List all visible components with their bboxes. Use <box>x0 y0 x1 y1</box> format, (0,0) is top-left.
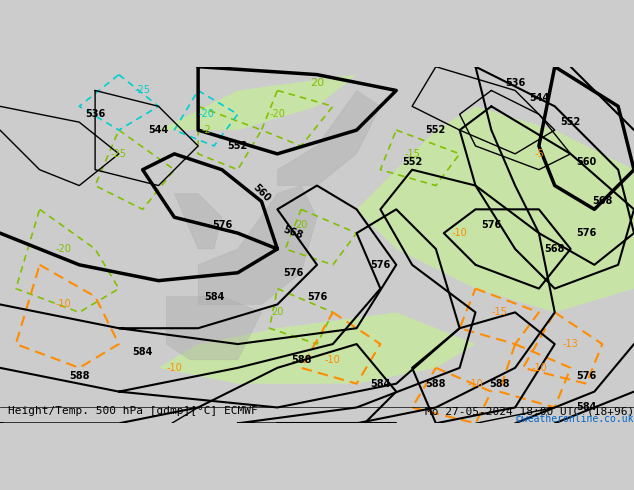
Text: 576: 576 <box>576 228 597 238</box>
Text: 20: 20 <box>271 307 283 318</box>
Text: ©weatheronline.co.uk: ©weatheronline.co.uk <box>517 415 634 424</box>
Text: Mo 27-05-2024 18:00 UTC (18+96): Mo 27-05-2024 18:00 UTC (18+96) <box>425 406 634 416</box>
Text: -13: -13 <box>563 339 578 349</box>
Polygon shape <box>356 106 634 312</box>
Polygon shape <box>158 312 476 384</box>
Text: -20: -20 <box>269 109 285 119</box>
Text: 588: 588 <box>489 379 510 389</box>
Text: 576: 576 <box>481 220 501 230</box>
Text: 568: 568 <box>592 196 612 206</box>
Text: -25: -25 <box>111 149 127 159</box>
Text: 552: 552 <box>402 157 422 167</box>
Text: 584: 584 <box>576 402 597 413</box>
Text: 560: 560 <box>576 157 597 167</box>
Text: 576: 576 <box>370 260 391 270</box>
Text: -25: -25 <box>134 85 151 96</box>
Polygon shape <box>174 194 222 249</box>
Text: 552: 552 <box>426 125 446 135</box>
Text: 588: 588 <box>291 355 311 365</box>
Text: -10: -10 <box>325 355 340 365</box>
Text: -10: -10 <box>452 228 467 238</box>
Text: 576: 576 <box>307 292 327 301</box>
Text: 584: 584 <box>370 379 391 389</box>
Polygon shape <box>166 296 261 360</box>
Text: 588: 588 <box>69 371 89 381</box>
Text: 576: 576 <box>576 371 597 381</box>
Text: -2: -2 <box>201 125 211 135</box>
Text: 560: 560 <box>251 183 272 204</box>
Text: 552: 552 <box>228 141 248 151</box>
Polygon shape <box>277 91 380 186</box>
Text: 568: 568 <box>545 244 565 254</box>
Text: -15: -15 <box>491 307 507 318</box>
Text: 568: 568 <box>282 225 304 241</box>
Text: 588: 588 <box>425 379 446 389</box>
Text: 552: 552 <box>560 117 581 127</box>
Text: 20: 20 <box>310 77 324 88</box>
Polygon shape <box>158 74 356 130</box>
Text: 20: 20 <box>295 220 307 230</box>
Text: 536: 536 <box>505 77 525 88</box>
Text: -10: -10 <box>56 299 71 310</box>
Text: 544: 544 <box>529 94 549 103</box>
Text: -20: -20 <box>55 244 72 254</box>
Text: 576: 576 <box>212 220 232 230</box>
Text: -15: -15 <box>404 149 420 159</box>
Text: -10: -10 <box>531 363 547 373</box>
Text: 584: 584 <box>133 347 153 357</box>
Text: 544: 544 <box>148 125 169 135</box>
Text: 576: 576 <box>283 268 303 278</box>
Text: Height/Temp. 500 hPa [gdmp][°C] ECMWF: Height/Temp. 500 hPa [gdmp][°C] ECMWF <box>8 406 257 416</box>
Polygon shape <box>198 186 317 304</box>
Text: 536: 536 <box>85 109 105 119</box>
Text: -5: -5 <box>534 149 544 159</box>
Text: -10: -10 <box>468 379 483 389</box>
Text: -20: -20 <box>198 109 214 119</box>
Text: -10: -10 <box>167 363 182 373</box>
Text: 584: 584 <box>204 292 224 301</box>
